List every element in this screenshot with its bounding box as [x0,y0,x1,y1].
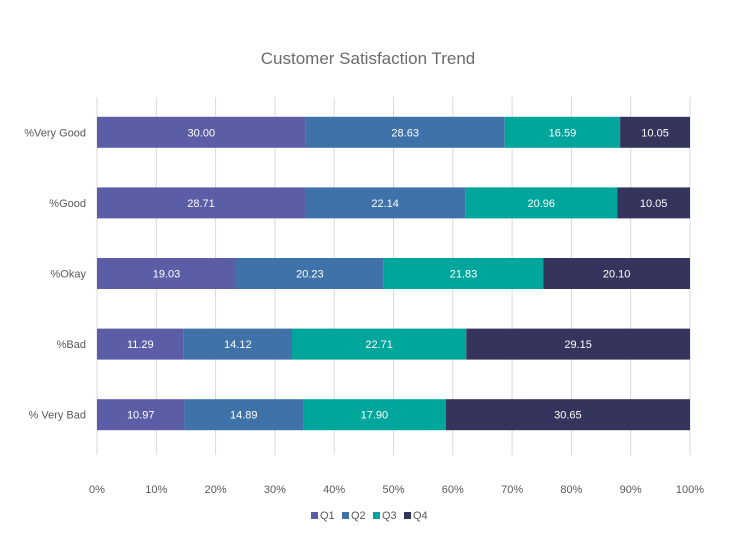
bar-segment [97,328,184,360]
x-tick-label: 20% [205,484,227,496]
bar-segment [235,258,384,289]
category-axis: %Very Good %Good %Okay %Bad % Very Bad [24,127,86,421]
bar-segment [183,328,293,360]
legend-swatch [342,512,349,519]
data-label: 14.12 [224,339,252,351]
data-label: 16.59 [549,127,577,139]
category-label: %Bad [57,339,86,351]
legend: Q1 Q2 Q3 Q4 [311,510,428,522]
data-label: 11.29 [127,339,154,351]
category-label: %Okay [51,269,87,281]
bar-segment [305,116,505,148]
x-tick-label: 10% [145,484,167,496]
bar-segment [445,399,690,431]
x-tick-label: 40% [323,484,345,496]
data-label: 19.03 [153,269,181,281]
bar-segment [97,399,185,431]
category-label: % Very Bad [29,410,86,422]
bar-segment [97,116,306,148]
data-label: 10.05 [640,198,668,210]
bar-segment [543,258,690,289]
data-label: 30.00 [188,127,216,139]
x-tick-label: 60% [442,484,464,496]
bar-segment [620,116,690,148]
data-label: 17.90 [361,410,389,422]
legend-swatch [311,512,318,519]
data-label: 10.97 [127,410,155,422]
x-tick-label: 50% [382,484,404,496]
chart-title: Customer Satisfaction Trend [261,49,475,68]
bar-segment [303,399,446,431]
data-label: 28.71 [187,198,215,210]
bar-segment [97,187,305,219]
x-tick-label: 70% [501,484,523,496]
data-label: 10.05 [641,127,669,139]
category-label: %Very Good [24,127,86,139]
data-label: 20.96 [528,198,556,210]
data-label: 28.63 [391,127,419,139]
legend-swatch [404,512,411,519]
data-label: 30.65 [554,410,582,422]
data-label: 21.83 [450,269,478,281]
data-label: 20.10 [603,269,631,281]
category-label: %Good [49,198,86,210]
bar-segment [292,328,467,360]
bar-segment [184,399,304,431]
bars [97,116,690,431]
bar-segment [465,187,618,219]
bar-segment [304,187,466,219]
x-tick-label: 80% [560,484,582,496]
legend-swatch [373,512,380,519]
legend-label: Q2 [351,510,366,522]
bar-segment [383,258,544,289]
bar-segment [97,258,236,289]
data-label: 14.89 [230,410,258,422]
data-label: 22.71 [365,339,393,351]
legend-label: Q4 [413,510,428,522]
value-axis: 0% 10% 20% 30% 40% 50% 60% 70% 80% 90% 100% [89,484,704,496]
bar-segment [617,187,690,219]
bar-segment [504,116,621,148]
data-labels: 30.00 28.63 16.59 10.05 28.71 22.14 20.96 10.05… [127,127,669,421]
data-label: 20.23 [296,269,324,281]
x-tick-label: 30% [264,484,286,496]
bar-segment [466,328,690,360]
x-tick-label: 100% [676,484,704,496]
legend-label: Q3 [382,510,397,522]
x-tick-label: 0% [89,484,105,496]
data-label: 29.15 [564,339,592,351]
data-label: 22.14 [371,198,399,210]
legend-label: Q1 [320,510,335,522]
x-tick-label: 90% [620,484,642,496]
